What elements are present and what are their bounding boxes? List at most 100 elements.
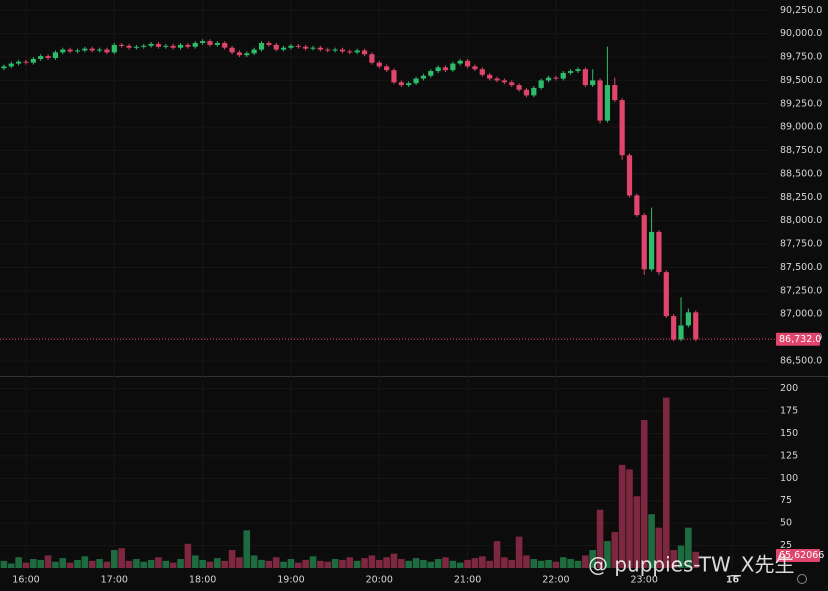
volume-bar — [111, 550, 118, 568]
candle-body — [450, 63, 456, 71]
candle-body — [641, 215, 647, 270]
volume-bar — [7, 563, 15, 568]
last-price-label: 86,732.0 — [779, 334, 821, 345]
candle-body — [560, 72, 566, 79]
candle-body — [155, 43, 162, 47]
volume-bar — [479, 556, 486, 568]
volume-bar — [317, 560, 324, 568]
volume-tick-label: 100 — [780, 473, 798, 484]
volume-bar — [30, 559, 37, 568]
volume-bar — [125, 560, 133, 568]
candle-body — [244, 53, 250, 56]
volume-bar — [405, 560, 412, 568]
volume-bar — [214, 558, 221, 568]
y-tick-label: 87,250.0 — [780, 285, 822, 296]
candle-body — [45, 56, 51, 58]
candle-body — [376, 62, 382, 67]
y-tick-label: 86,500.0 — [780, 355, 822, 366]
candle-body — [133, 46, 139, 48]
volume-bar — [96, 559, 103, 568]
candle-body — [597, 80, 603, 121]
volume-bar — [390, 553, 398, 568]
candle-body — [52, 52, 59, 58]
candle-body — [354, 50, 360, 53]
candle-body — [479, 69, 485, 75]
candle-body — [60, 49, 66, 53]
volume-bar — [692, 551, 700, 568]
candle-body — [501, 80, 507, 83]
candle-body — [435, 67, 441, 72]
volume-bar — [243, 530, 251, 568]
volume-bar — [295, 562, 302, 568]
volume-bar — [66, 562, 74, 568]
volume-bar — [52, 561, 59, 568]
volume-tick-label: 125 — [780, 450, 798, 461]
volume-bar — [596, 509, 604, 568]
candle-body — [391, 70, 397, 83]
y-tick-label: 88,000.0 — [780, 215, 822, 226]
volume-bar — [398, 559, 405, 568]
candle-body — [236, 52, 243, 56]
volume-bar — [604, 541, 611, 568]
candle-body — [148, 43, 154, 46]
volume-bar — [59, 558, 67, 568]
volume-bar — [37, 559, 44, 568]
candle-body — [325, 49, 331, 51]
volume-bar — [530, 559, 538, 568]
y-tick-label: 87,000.0 — [780, 309, 822, 320]
candle-body — [258, 43, 265, 50]
volume-bar — [272, 557, 280, 568]
volume-tick-label: 200 — [780, 383, 798, 394]
volume-bar — [44, 555, 52, 568]
volume-bar — [74, 559, 81, 568]
volume-bar — [177, 559, 184, 568]
volume-bar — [640, 420, 648, 568]
candle-body — [16, 61, 22, 64]
candle-body — [545, 77, 552, 81]
x-tick-label: 20:00 — [366, 575, 393, 586]
volume-label-box — [776, 549, 820, 562]
candle-body — [317, 47, 323, 50]
volume-bar — [324, 561, 332, 568]
volume-bar — [471, 558, 479, 568]
volume-bar — [206, 561, 214, 568]
volume-bar — [162, 560, 170, 568]
candle-body — [626, 155, 633, 196]
candle-body — [619, 100, 625, 156]
y-tick-label: 87,500.0 — [780, 262, 822, 273]
candle-body — [678, 325, 684, 340]
candle-body — [693, 312, 699, 340]
volume-bar — [0, 560, 8, 568]
volume-bar — [559, 557, 567, 568]
volume-bar — [412, 558, 420, 568]
volume-bar — [677, 545, 685, 568]
volume-bar — [191, 555, 199, 568]
candle-body — [177, 44, 184, 48]
candle-body — [509, 82, 515, 86]
y-tick-label: 89,000.0 — [780, 122, 822, 133]
volume-bar — [486, 560, 493, 568]
x-tick-label: 18:00 — [189, 575, 216, 586]
candle-body — [185, 44, 191, 47]
volume-tick-label: 25 — [780, 540, 792, 551]
candle-body — [89, 48, 95, 51]
candle-body — [126, 45, 132, 48]
candle-body — [663, 272, 669, 317]
candle-body — [494, 78, 500, 81]
candle-body — [111, 44, 117, 53]
volume-bar — [287, 559, 295, 568]
volume-bar — [331, 559, 339, 568]
settings-icon[interactable] — [797, 574, 807, 584]
volume-bar — [589, 550, 596, 568]
candle-body — [648, 231, 655, 270]
volume-bar — [103, 561, 111, 568]
volume-bar — [169, 562, 177, 568]
candle-body — [420, 75, 427, 79]
candle-body — [310, 47, 316, 49]
volume-bar — [648, 514, 655, 568]
candle-body — [104, 49, 110, 53]
candle-body — [266, 43, 272, 45]
volume-bar — [464, 559, 471, 568]
candle-body — [612, 85, 618, 101]
candle-body — [406, 83, 412, 86]
